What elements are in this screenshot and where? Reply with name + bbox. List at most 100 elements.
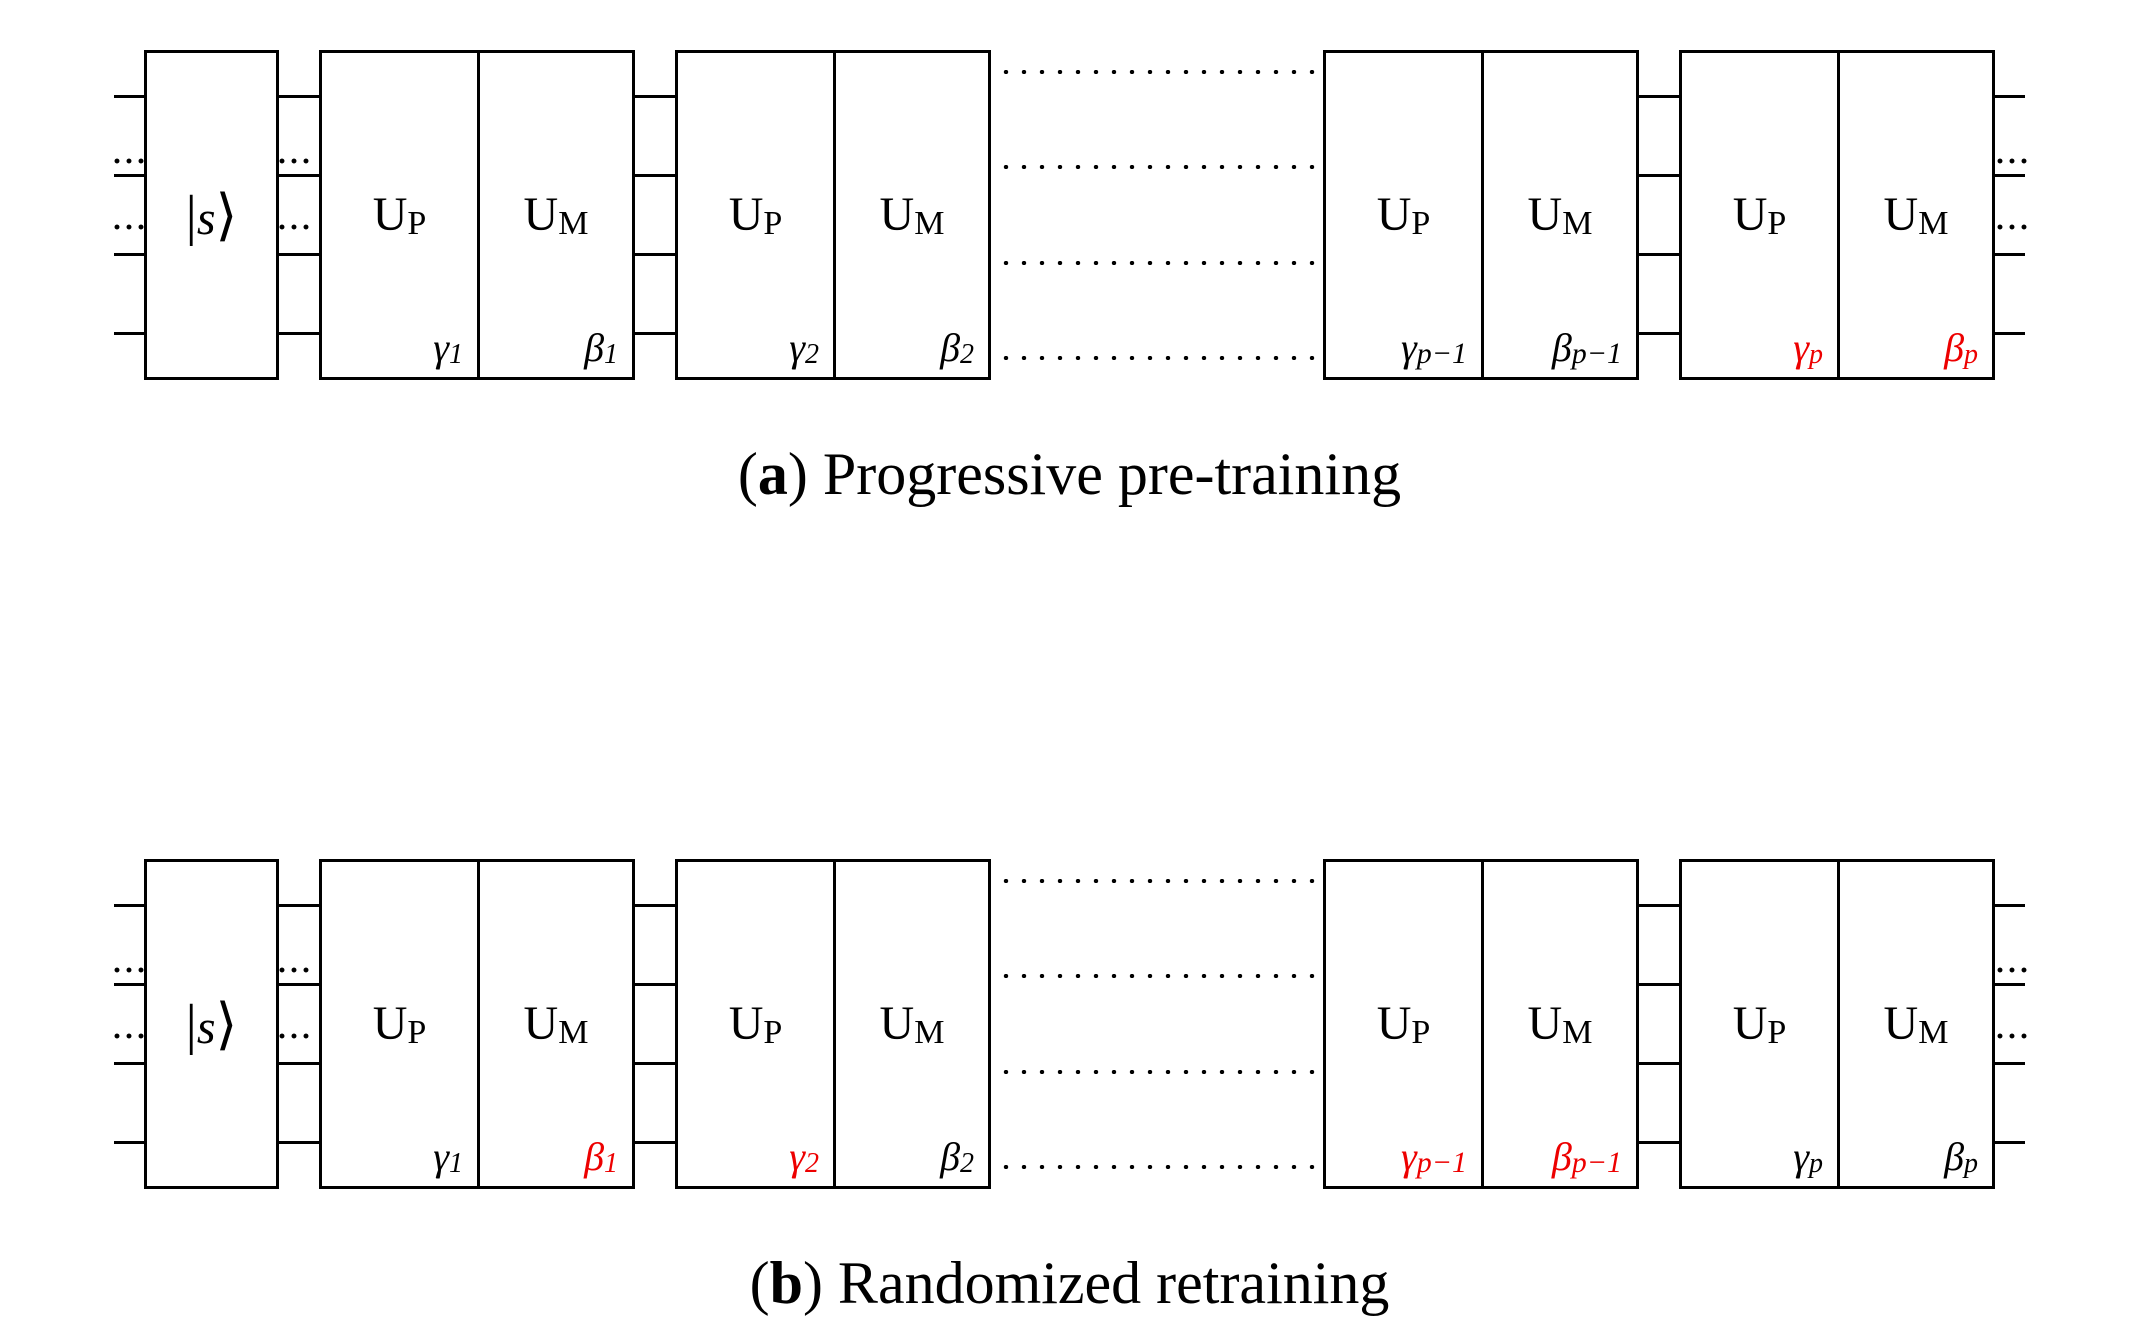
- wire-stub-right: ··· ···: [1995, 70, 2025, 360]
- um-block: UM β1: [477, 862, 632, 1186]
- wire: [114, 1062, 144, 1065]
- wire: [114, 332, 144, 335]
- layer-block: UP γp UM βp: [1679, 50, 1995, 380]
- um-block: UM βp−1: [1481, 53, 1636, 377]
- up-block: UP γp−1: [1326, 862, 1481, 1186]
- up-label: UP: [373, 996, 427, 1052]
- caption-letter: b: [770, 1250, 803, 1316]
- beta-param: β1: [584, 324, 618, 371]
- continuation: [997, 70, 1317, 360]
- layer-block: UP γ2 UM β2: [675, 50, 991, 380]
- um-block: UM β1: [477, 53, 632, 377]
- up-label: UP: [373, 187, 427, 243]
- um-label: UM: [524, 187, 589, 243]
- wire: [635, 332, 675, 335]
- layer-block: UP γ2 UM β2: [675, 859, 991, 1189]
- um-label: UM: [880, 996, 945, 1052]
- wire: [635, 1141, 675, 1144]
- wire: [635, 1062, 675, 1065]
- beta-param: β2: [940, 324, 974, 371]
- um-label: UM: [880, 187, 945, 243]
- wire: [635, 253, 675, 256]
- gamma-param: γp−1: [1401, 324, 1467, 371]
- um-label: UM: [1528, 996, 1593, 1052]
- up-label: UP: [1377, 187, 1431, 243]
- wire-gap: [635, 879, 675, 1169]
- wire: [1639, 332, 1679, 335]
- gamma-param: γp: [1793, 324, 1823, 371]
- up-block: UP γ1: [322, 53, 477, 377]
- wire: [1995, 904, 2025, 907]
- wire: [635, 95, 675, 98]
- gamma-param: γ1: [433, 1133, 463, 1180]
- wire-gap: ··· ···: [279, 879, 319, 1169]
- wire-gap: ··· ···: [279, 70, 319, 360]
- wire: [1639, 904, 1679, 907]
- layer-block: UP γp−1 UM βp−1: [1323, 859, 1639, 1189]
- wire-gap: [1639, 70, 1679, 360]
- wire: [1639, 1062, 1679, 1065]
- panel-a-caption: (a) Progressive pre-training: [738, 440, 1401, 509]
- caption-paren-close: ): [803, 1250, 838, 1316]
- up-label: UP: [729, 996, 783, 1052]
- up-label: UP: [1377, 996, 1431, 1052]
- wire-stub-right: ··· ···: [1995, 879, 2025, 1169]
- up-block: UP γp: [1682, 53, 1837, 377]
- wire: [1995, 332, 2025, 335]
- beta-param: βp−1: [1552, 324, 1622, 371]
- wire: [279, 95, 319, 98]
- wire: [114, 904, 144, 907]
- gamma-param: γp−1: [1401, 1133, 1467, 1180]
- state-symbol: s: [197, 192, 216, 245]
- state-block: |s⟩: [144, 859, 279, 1189]
- up-block: UP γp: [1682, 862, 1837, 1186]
- state-block: |s⟩: [144, 50, 279, 380]
- gamma-param: γ2: [789, 1133, 819, 1180]
- beta-param: β2: [940, 1133, 974, 1180]
- dotted-wire: [997, 974, 1317, 978]
- wire: [279, 1062, 319, 1065]
- um-label: UM: [1528, 187, 1593, 243]
- diagram-page: ··· ··· |s⟩ ··· ···: [0, 0, 2139, 1336]
- state-symbol: s: [197, 1001, 216, 1054]
- panel-b-caption: (b) Randomized retraining: [750, 1249, 1390, 1318]
- gamma-param: γ1: [433, 324, 463, 371]
- wire: [1995, 95, 2025, 98]
- wire: [1995, 1141, 2025, 1144]
- dotted-wire: [997, 1070, 1317, 1074]
- um-block: UM β2: [833, 53, 988, 377]
- beta-param: β1: [584, 1133, 618, 1180]
- wire-stub-left: ··· ···: [114, 879, 144, 1169]
- panel-b: ··· ··· |s⟩ ··· ···: [30, 839, 2109, 1326]
- wire: [635, 904, 675, 907]
- dotted-wire: [997, 356, 1317, 360]
- wire-gap: [635, 70, 675, 360]
- caption-text: Randomized retraining: [838, 1250, 1389, 1316]
- wire: [1639, 983, 1679, 986]
- dotted-wire: [997, 261, 1317, 265]
- continuation: [997, 879, 1317, 1169]
- panel-b-row: ··· ··· |s⟩ ··· ···: [114, 839, 2025, 1209]
- caption-text: Progressive pre-training: [823, 441, 1401, 507]
- wire: [1639, 95, 1679, 98]
- dotted-wire: [997, 70, 1317, 74]
- up-label: UP: [729, 187, 783, 243]
- dotted-wire: [997, 1165, 1317, 1169]
- up-label: UP: [1733, 996, 1787, 1052]
- wire: [1639, 253, 1679, 256]
- um-block: UM β2: [833, 862, 988, 1186]
- up-block: UP γp−1: [1326, 53, 1481, 377]
- wire: [279, 904, 319, 907]
- state-label: |s⟩: [186, 183, 238, 248]
- wire: [114, 253, 144, 256]
- wire: [635, 983, 675, 986]
- ket-open: |: [186, 185, 197, 247]
- panel-a-row: ··· ··· |s⟩ ··· ···: [114, 30, 2025, 400]
- up-block: UP γ2: [678, 862, 833, 1186]
- state-label: |s⟩: [186, 992, 238, 1057]
- um-label: UM: [1884, 996, 1949, 1052]
- dotted-wire: [997, 165, 1317, 169]
- up-label: UP: [1733, 187, 1787, 243]
- beta-param: βp: [1944, 324, 1978, 371]
- caption-letter: a: [758, 441, 788, 507]
